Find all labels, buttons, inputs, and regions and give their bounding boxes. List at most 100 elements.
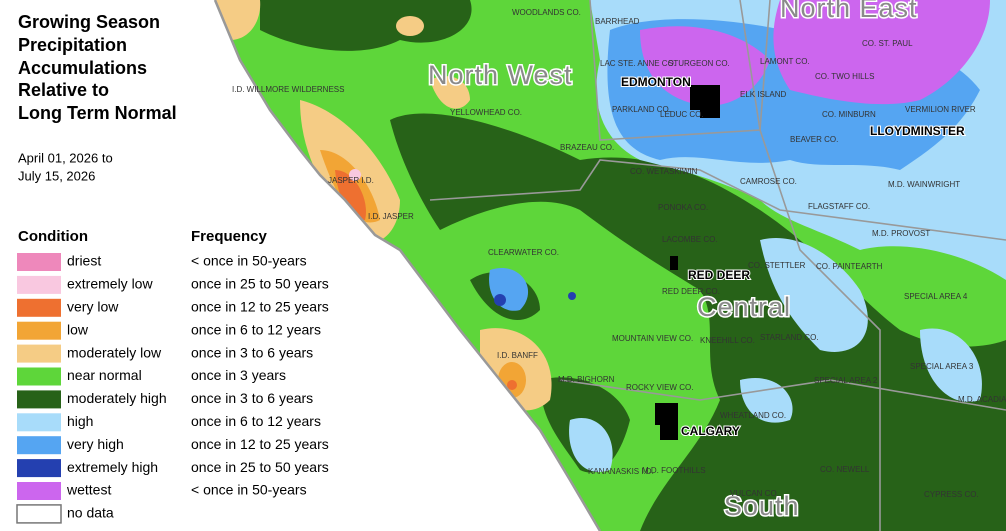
place-label: M.D. PROVOST — [872, 229, 930, 238]
place-label: CLEARWATER CO. — [488, 248, 559, 257]
region-label: North West — [428, 60, 573, 90]
place-label: ROCKY VIEW CO. — [626, 383, 693, 392]
place-label: M.D. WAINWRIGHT — [888, 180, 960, 189]
place-label: M.D. FOOTHILLS — [642, 466, 706, 475]
legend-swatch — [16, 504, 62, 524]
legend-swatch — [17, 390, 61, 409]
place-label: CO. NEWELL — [820, 465, 870, 474]
legend-frequency: once in 25 to 50 years — [191, 276, 329, 292]
legend-swatch — [17, 459, 61, 478]
place-label: CO. WETASKIWIN — [630, 167, 698, 176]
legend-label: very low — [67, 299, 119, 315]
title-line: Relative to — [18, 80, 109, 100]
place-label: CO. STETTLER — [748, 261, 806, 270]
place-label: LAC STE. ANNE CO. — [600, 59, 676, 68]
region-label: South — [724, 491, 800, 521]
legend-swatch — [17, 275, 61, 294]
legend-label: driest — [67, 253, 101, 269]
title-line: Long Term Normal — [18, 103, 177, 123]
place-label: I.D. JASPER — [368, 212, 414, 221]
place-label: SPECIAL AREA 3 — [910, 362, 974, 371]
legend-frequency: < once in 50-years — [191, 482, 307, 498]
place-label: BARRHEAD — [595, 17, 640, 26]
region-label: Central — [697, 292, 791, 322]
city-label: RED DEER — [688, 268, 750, 282]
place-label: M.D. ACADIA — [958, 395, 1006, 404]
title-line: Accumulations — [18, 58, 147, 78]
date: July 15, 2026 — [18, 168, 95, 183]
place-label: PONOKA CO. — [658, 203, 708, 212]
place-label: CO. TWO HILLS — [815, 72, 874, 81]
place-label: WHEATLAND CO. — [720, 411, 786, 420]
legend-header: Condition — [18, 228, 88, 245]
title: Growing Season Precipitation Accumulatio… — [18, 12, 177, 184]
place-label: KANANASKIS I.D. — [588, 467, 654, 476]
place-label: JASPER I.D. — [328, 176, 374, 185]
legend-frequency: once in 12 to 25 years — [191, 299, 329, 315]
city-label: CALGARY — [681, 424, 740, 438]
place-label: KNEEHILL CO. — [700, 336, 755, 345]
boundary — [213, 0, 602, 531]
legend-frequency: once in 3 to 6 years — [191, 344, 313, 360]
place-label: BEAVER CO. — [790, 135, 838, 144]
legend-frequency: < once in 50-years — [191, 253, 307, 269]
regions: North West North East Central South — [427, 0, 919, 523]
place-label: MOUNTAIN VIEW CO. — [612, 334, 693, 343]
place-label: STARLAND CO. — [760, 333, 819, 342]
date: April 01, 2026 to — [18, 150, 113, 165]
place-label: I.D. BANFF — [497, 351, 538, 360]
city-label: EDMONTON — [621, 75, 691, 89]
place-label: RED DEER CO. — [662, 287, 720, 296]
legend-label: moderately low — [67, 344, 162, 360]
legend-frequency: once in 25 to 50 years — [191, 459, 329, 475]
place-label: ELK ISLAND — [740, 90, 786, 99]
place-label: LACOMBE CO. — [662, 235, 718, 244]
place-label: CAMROSE CO. — [740, 177, 797, 186]
cities: EDMONTON LLOYDMINSTER RED DEER CALGARY — [620, 74, 966, 439]
legend-swatch — [17, 321, 61, 340]
place-label: LEDUC CO. — [660, 110, 704, 119]
legend-swatch — [17, 413, 61, 432]
legend-label: wettest — [66, 482, 111, 498]
place-label: CYPRESS CO. — [924, 490, 979, 499]
legend-label: very high — [67, 436, 124, 452]
city-label: LLOYDMINSTER — [870, 124, 965, 138]
place-label: FLAGSTAFF CO. — [808, 202, 870, 211]
place-label: I.D. WILLMORE WILDERNESS — [232, 85, 344, 94]
title-line: Precipitation — [18, 35, 127, 55]
place-label: CO. MINBURN — [822, 110, 876, 119]
title-line: Growing Season — [18, 12, 160, 32]
legend-swatch — [17, 344, 61, 363]
legend-label: high — [67, 413, 93, 429]
legend-frequency: once in 3 years — [191, 367, 286, 383]
place-label: YELLOWHEAD CO. — [450, 108, 522, 117]
place-label: LAMONT CO. — [760, 57, 810, 66]
place-label: BRAZEAU CO. — [560, 143, 614, 152]
legend-swatch — [17, 436, 61, 455]
legend-label: low — [67, 321, 89, 337]
legend-frequency: once in 6 to 12 years — [191, 413, 321, 429]
legend-label: no data — [67, 505, 114, 521]
place-label: VERMILION RIVER — [905, 105, 976, 114]
place-label: CO. ST. PAUL — [862, 39, 913, 48]
place-label: SPECIAL AREA 2 — [814, 376, 878, 385]
legend-swatch — [17, 298, 61, 317]
legend-label: near normal — [67, 367, 142, 383]
legend-swatch — [17, 367, 61, 386]
place-label: M.D. BIGHORN — [558, 375, 615, 384]
region-label: North East — [780, 0, 918, 23]
legend-frequency: once in 12 to 25 years — [191, 436, 329, 452]
legend-frequency: once in 6 to 12 years — [191, 321, 321, 337]
legend-label: moderately high — [67, 390, 167, 406]
place-label: CO. PAINTEARTH — [816, 262, 883, 271]
legend-frequency: once in 3 to 6 years — [191, 390, 313, 406]
legend: driest < once in 50-years extremely low onc… — [16, 253, 329, 524]
legend-swatch — [17, 253, 61, 271]
legend-label: extremely low — [67, 276, 153, 292]
place-label: VULCAN CO. — [730, 489, 779, 498]
place-label: SPECIAL AREA 4 — [904, 292, 968, 301]
legend-header: Frequency — [191, 228, 268, 245]
legend-label: extremely high — [67, 459, 158, 475]
